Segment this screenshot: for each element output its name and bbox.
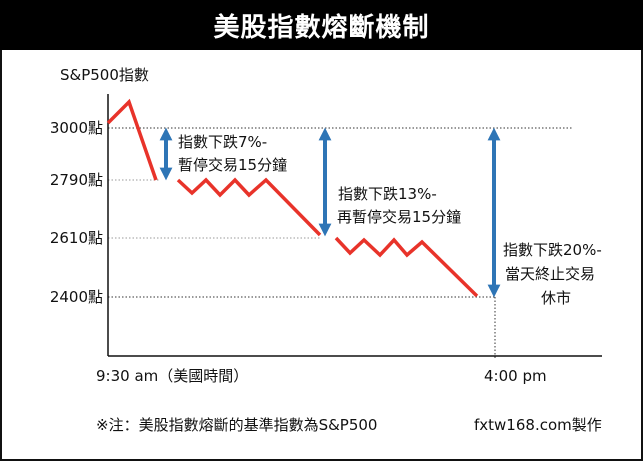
page-title: 美股指數熔斷機制 <box>0 0 643 50</box>
y-label-2610: 2610點 <box>50 229 103 247</box>
index-line-segment-3 <box>334 236 479 298</box>
index-line-segment-2 <box>176 177 322 237</box>
annotation-13-line2: 再暫停交易15分鐘 <box>337 208 461 226</box>
annotation-13-line1: 指數下跌13%- <box>338 185 437 203</box>
annotation-20-line2: 當天終止交易 <box>505 265 595 283</box>
annotation-20-line1: 指數下跌20%- <box>503 241 602 259</box>
y-label-2400: 2400點 <box>50 288 103 306</box>
y-axis-label: S&P500指數 <box>60 66 149 84</box>
annotation-7-line1: 指數下跌7%- <box>178 133 267 151</box>
credit: fxtw168.com製作 <box>474 416 602 434</box>
y-label-3000: 3000點 <box>50 119 103 137</box>
y-label-2790: 2790點 <box>50 171 103 189</box>
annotation-20-line3: 休市 <box>541 289 571 307</box>
annotation-7-line2: 暫停交易15分鐘 <box>178 156 287 174</box>
index-line-segment-1 <box>106 98 158 181</box>
x-label-end: 4:00 pm <box>484 367 547 385</box>
x-label-start: 9:30 am（美國時間） <box>96 367 248 385</box>
footnote: ※注：美股指數熔斷的基準指數為S&P500 <box>96 416 377 434</box>
